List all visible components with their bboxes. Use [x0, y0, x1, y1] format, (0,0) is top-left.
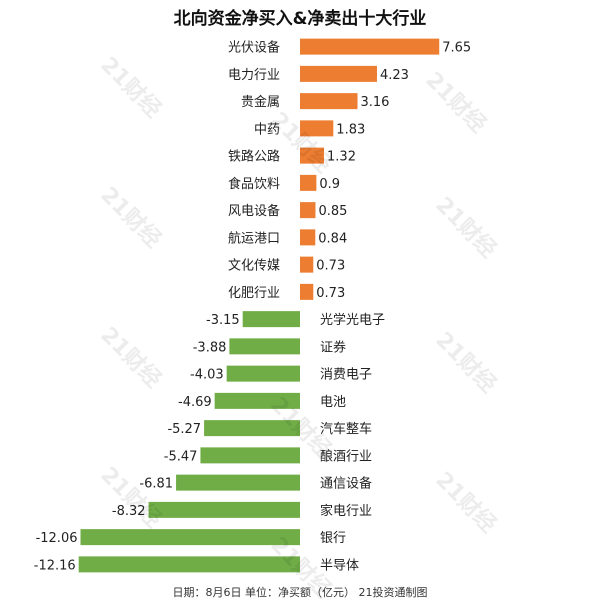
category-label-18: 家电行业: [320, 503, 372, 519]
bar-8: [300, 229, 316, 246]
category-label-20: 半导体: [320, 558, 359, 573]
bar-10: [300, 283, 314, 300]
bar-15: [204, 420, 300, 437]
category-label-15: 汽车整车: [320, 421, 372, 437]
bar-17: [176, 474, 300, 491]
category-label-10: 化肥行业: [228, 286, 280, 301]
category-label-1: 光伏设备: [228, 40, 280, 56]
category-label-9: 文化传媒: [228, 259, 280, 274]
value-label-12: -3.88: [193, 340, 227, 355]
value-label-8: 0.84: [318, 231, 347, 246]
category-label-17: 通信设备: [320, 476, 372, 492]
chart-title: 北向资金净买入&净卖出十大行业: [173, 9, 427, 29]
value-label-4: 1.83: [336, 122, 365, 137]
category-label-12: 证券: [320, 339, 346, 355]
category-label-4: 中药: [254, 122, 280, 137]
category-label-8: 航运港口: [228, 230, 280, 246]
bar-1: [300, 38, 440, 55]
bar-11: [242, 311, 300, 328]
value-label-2: 4.23: [380, 68, 409, 83]
value-label-20: -12.16: [34, 558, 76, 573]
value-label-1: 7.65: [442, 41, 471, 56]
category-label-5: 铁路公路: [228, 149, 280, 165]
bar-16: [200, 447, 300, 464]
value-label-6: 0.9: [319, 177, 340, 192]
category-label-14: 电池: [320, 395, 346, 410]
bar-2: [300, 65, 377, 82]
bar-19: [80, 529, 301, 546]
category-label-2: 电力行业: [228, 68, 280, 83]
category-label-11: 光学光电子: [320, 312, 385, 328]
value-label-5: 1.32: [327, 150, 356, 165]
category-label-13: 消费电子: [320, 368, 372, 383]
value-label-17: -6.81: [139, 477, 173, 492]
bar-7: [300, 202, 316, 219]
value-label-15: -5.27: [167, 422, 201, 437]
category-label-19: 银行: [320, 531, 346, 546]
value-label-10: 0.73: [316, 286, 345, 301]
value-label-14: -4.69: [178, 395, 212, 410]
value-label-16: -5.47: [164, 449, 198, 464]
value-label-11: -3.15: [206, 313, 240, 328]
value-label-18: -8.32: [112, 504, 146, 519]
bar-20: [78, 556, 300, 573]
bar-18: [148, 501, 300, 518]
bar-4: [300, 120, 334, 137]
value-label-9: 0.73: [316, 259, 345, 274]
bar-13: [226, 365, 300, 382]
category-label-7: 风电设备: [228, 203, 280, 219]
bar-14: [214, 392, 300, 409]
bar-5: [300, 147, 325, 164]
value-label-7: 0.85: [318, 204, 347, 219]
chart-footer: 日期：8月6日 单位：净买额（亿元） 21投资通制图: [172, 586, 428, 599]
bar-12: [229, 338, 300, 355]
bar-3: [300, 93, 358, 110]
category-label-3: 贵金属: [241, 94, 280, 110]
category-label-6: 食品饮料: [228, 176, 280, 192]
category-label-16: 酿酒行业: [320, 448, 372, 464]
value-label-3: 3.16: [361, 95, 390, 110]
bar-6: [300, 174, 317, 191]
value-label-13: -4.03: [190, 368, 224, 383]
value-label-19: -12.06: [36, 531, 78, 546]
bar-9: [300, 256, 314, 273]
